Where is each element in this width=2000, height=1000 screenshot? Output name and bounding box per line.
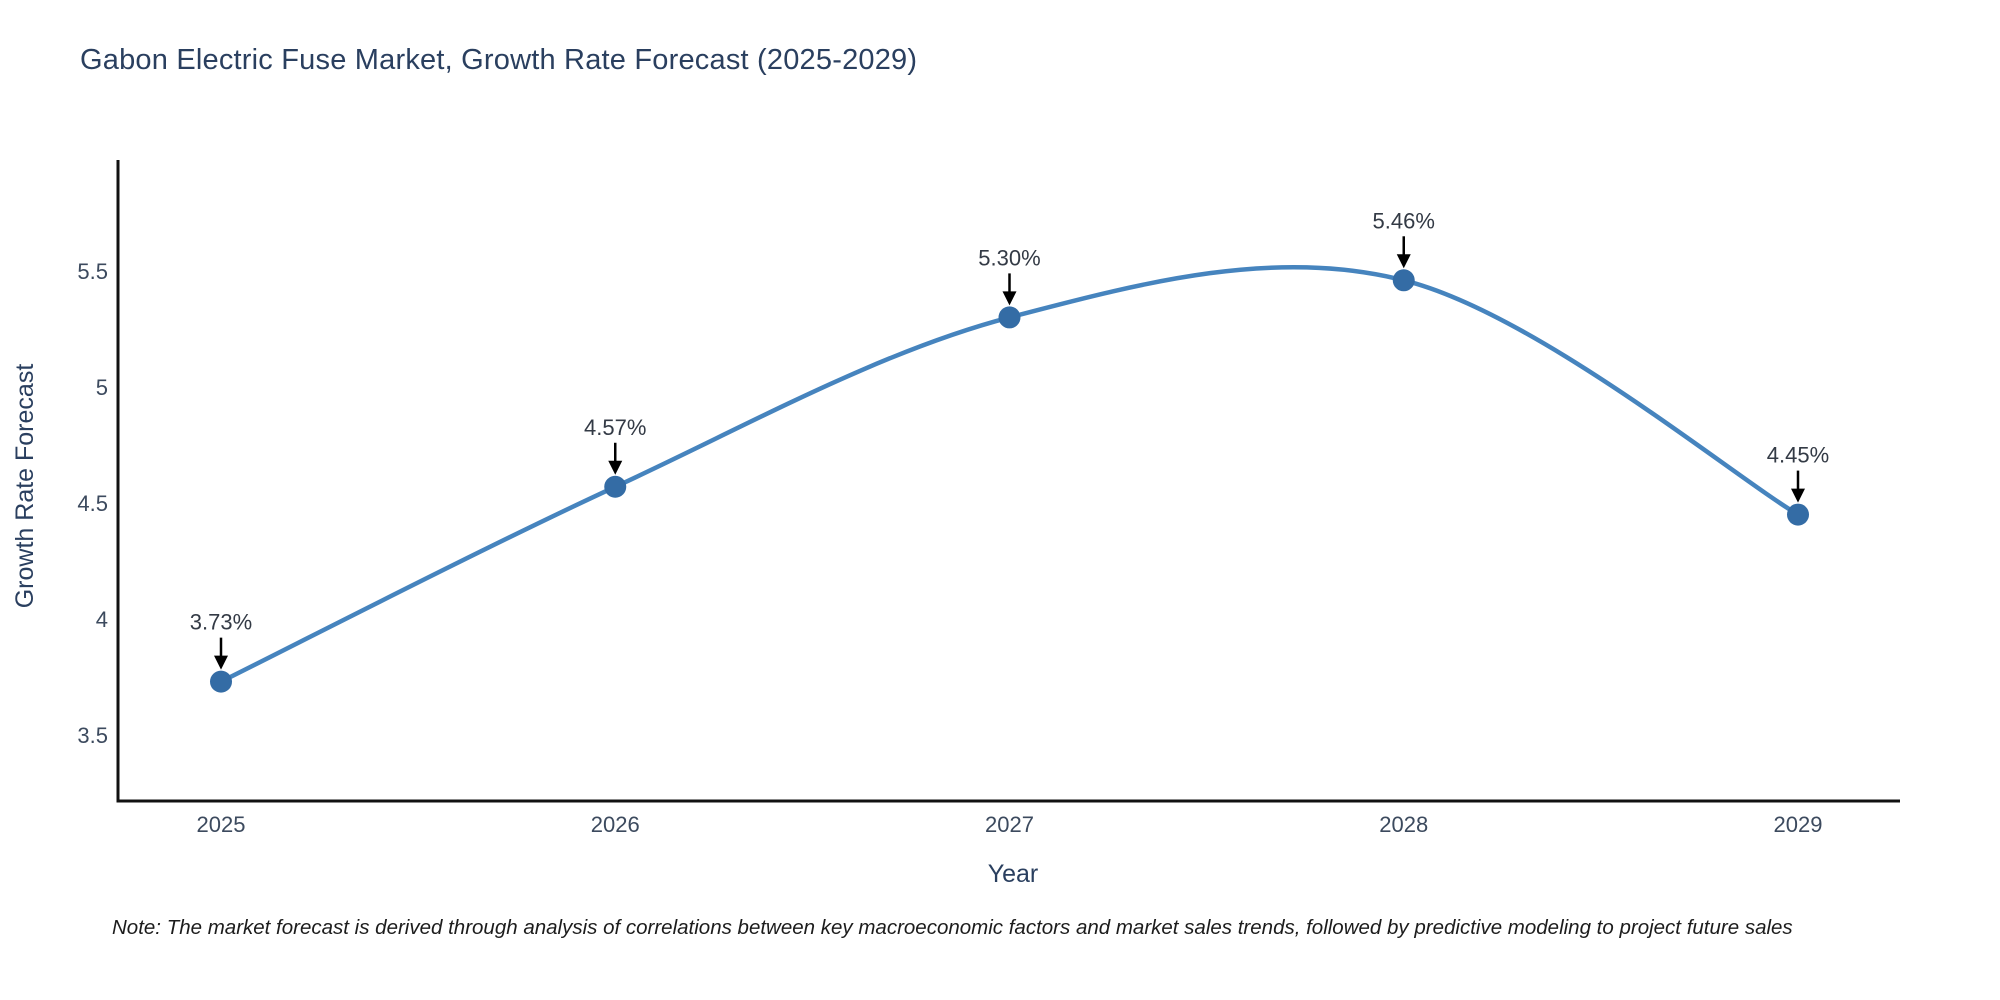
point-value-label: 5.30% [978,245,1040,270]
annotation-arrowhead-icon [1791,488,1805,503]
annotation-arrowhead-icon [1002,291,1017,306]
annotation-arrowhead-icon [1396,254,1411,269]
y-tick-label: 4 [96,607,108,632]
data-point-2028[interactable] [1392,269,1415,292]
footnote: Note: The market forecast is derived thr… [112,916,1793,939]
y-tick-label: 5 [96,375,108,400]
y-tick-label: 4.5 [77,491,108,516]
data-point-2027[interactable] [998,306,1021,329]
data-point-2029[interactable] [1787,503,1809,526]
point-value-label: 4.45% [1767,443,1829,468]
point-value-label: 5.46% [1373,208,1435,233]
annotation-arrowhead-icon [608,460,623,475]
y-tick-label: 3.5 [77,723,108,748]
data-point-2026[interactable] [604,475,627,498]
x-tick-label: 2028 [1379,812,1428,837]
annotation-arrowhead-icon [214,655,228,670]
x-tick-label: 2025 [197,812,246,837]
point-value-label: 4.57% [584,415,646,440]
trend-line [218,265,1801,684]
y-tick-label: 5.5 [77,259,108,284]
x-tick-label: 2029 [1774,812,1823,837]
data-point-2025[interactable] [210,670,232,693]
x-axis-title: Year [987,860,1039,888]
x-tick-label: 2026 [591,812,640,837]
point-value-label: 3.73% [190,610,252,635]
chart-title: Gabon Electric Fuse Market, Growth Rate … [80,44,918,76]
x-tick-label: 2027 [985,812,1034,837]
